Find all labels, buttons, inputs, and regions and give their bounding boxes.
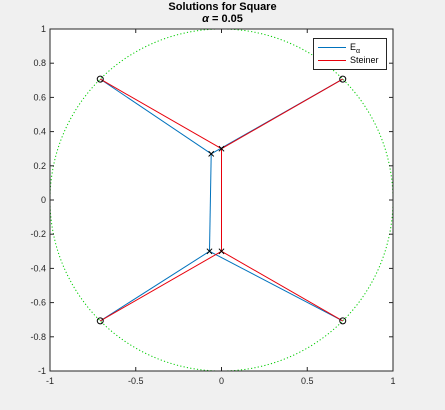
series-steiner-segment-0 (100, 78, 222, 150)
legend-entry-e-alpha: Eα (314, 41, 386, 55)
legend-label-steiner: Steiner (350, 55, 379, 65)
y-tick-label: -0.4 (30, 263, 46, 273)
y-tick-label: 0.2 (33, 161, 46, 171)
chart-title: Solutions for Square (168, 1, 277, 13)
chart-subtitle: α = 0.05 (0, 13, 445, 25)
y-tick-label: -0.6 (30, 298, 46, 308)
x-tick-label: 0.5 (301, 376, 314, 386)
legend-label-e-alpha: Eα (350, 41, 360, 58)
legend: Eα Steiner (313, 38, 387, 70)
legend-entry-steiner: Steiner (314, 54, 386, 66)
series-e-alpha-segment-0 (99, 78, 212, 155)
y-tick-label: 1 (41, 24, 46, 34)
x-tick-label: 0 (219, 376, 224, 386)
alpha-symbol: α (202, 13, 209, 25)
y-tick-label: 0 (41, 195, 46, 205)
series-e-alpha-segment-3 (99, 250, 210, 322)
y-tick-label: -1 (38, 366, 46, 376)
series-e-alpha-segment-4 (209, 250, 343, 322)
x-tick-label: -1 (46, 376, 54, 386)
terminal-point-0 (96, 75, 104, 83)
series-e-alpha-segment-2 (208, 153, 212, 252)
steiner-point-marker-steiner-1 (218, 248, 225, 255)
steiner-point-marker-steiner-0 (218, 145, 225, 152)
subtitle-value: = 0.05 (208, 13, 243, 25)
x-tick-label: -0.5 (128, 376, 144, 386)
legend-label-e: E (350, 42, 357, 52)
legend-line-steiner (318, 60, 346, 61)
legend-label-alpha-sub: α (356, 47, 361, 55)
terminal-point-2 (96, 317, 104, 325)
series-steiner-segment-3 (100, 250, 222, 322)
y-tick-label: 0.8 (33, 58, 46, 68)
y-tick-label: 0.4 (33, 127, 46, 137)
steiner-point-marker-e-alpha-0 (208, 150, 215, 157)
y-tick-label: -0.8 (30, 332, 46, 342)
series-steiner-segment-1 (221, 78, 343, 150)
series-steiner-segment-4 (221, 250, 343, 322)
terminal-point-1 (339, 75, 347, 83)
y-tick-label: 0.6 (33, 92, 46, 102)
terminal-point-3 (339, 317, 347, 325)
y-tick-label: -0.2 (30, 229, 46, 239)
x-tick-label: 1 (390, 376, 395, 386)
steiner-point-marker-e-alpha-1 (206, 248, 213, 255)
legend-line-e-alpha (318, 47, 346, 48)
